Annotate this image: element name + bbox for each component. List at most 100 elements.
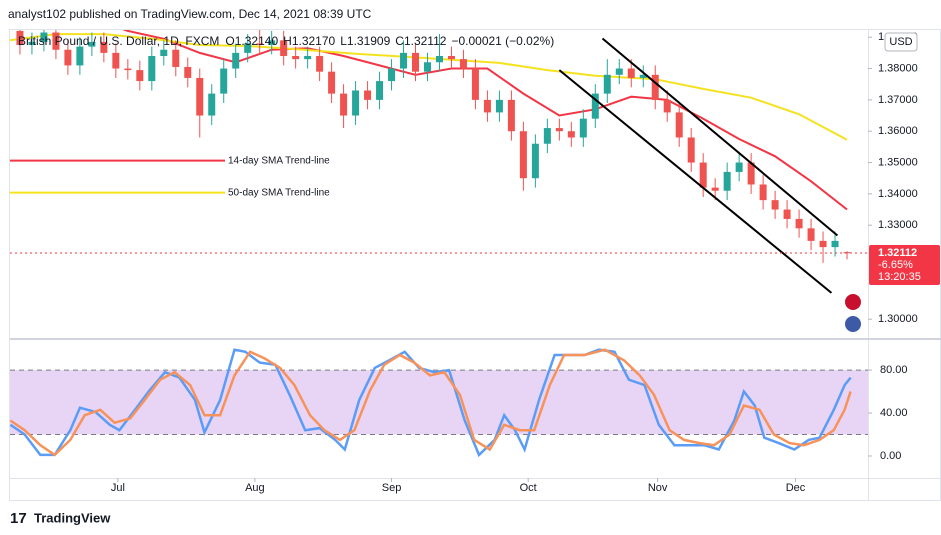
candle-body — [663, 99, 671, 113]
candle-body — [208, 93, 216, 116]
candle-body — [771, 200, 779, 210]
candle-body — [471, 68, 479, 100]
candle-body — [352, 90, 360, 116]
channel-line — [601, 37, 839, 237]
candle-body — [759, 184, 767, 201]
x-tick-label: Sep — [382, 482, 402, 494]
x-tick-label: Oct — [520, 482, 537, 494]
y-tick-label: 1.35000 — [878, 156, 918, 168]
candle-body — [76, 46, 84, 66]
x-tick-label: Nov — [648, 482, 668, 494]
symbol-title: British Pound / U.S. Dollar, 1D, FXCM — [18, 34, 219, 48]
candle-body — [567, 131, 575, 138]
candle-body — [292, 56, 300, 60]
y-tick-label: 0.00 — [880, 450, 901, 462]
candle-body — [388, 68, 396, 82]
ohlc-value: 1.32170 — [292, 34, 336, 48]
currency-box — [884, 32, 918, 52]
ohlc-key: C — [395, 34, 404, 48]
axes: 1.30000 1.33000 1.34000 1.35000 1.36000 1.370… — [111, 31, 940, 494]
candle-body — [148, 56, 156, 82]
channel-line — [558, 69, 833, 294]
candle-body — [328, 71, 336, 94]
candle-body — [376, 81, 384, 100]
candle-body — [28, 41, 36, 46]
candle-body — [268, 40, 276, 46]
candle-body — [483, 99, 491, 113]
candle-body — [364, 90, 372, 100]
ohlc-value: 1.32112 — [404, 34, 447, 48]
candle-body — [435, 56, 443, 63]
annotation: 50-day SMA Trend-line — [228, 187, 330, 198]
candle-body — [244, 43, 252, 53]
candle-body — [412, 52, 420, 72]
x-tick-label: Dec — [786, 482, 806, 494]
stochastic-line — [10, 348, 852, 457]
candle-body — [256, 43, 264, 46]
footer: 17 TradingView — [10, 510, 111, 527]
flag-usd — [843, 314, 863, 334]
stochastic-line — [10, 348, 852, 458]
symbol-legend: British Pound / U.S. Dollar, 1D, FXCM O1.… — [18, 34, 554, 48]
candle-body — [531, 143, 539, 179]
candle-body — [88, 41, 96, 47]
candle-body — [819, 240, 827, 248]
candle-body — [843, 252, 851, 254]
ohlc-value: 1.31909 — [347, 34, 391, 48]
candle-body — [783, 209, 791, 219]
candle-body — [675, 112, 683, 138]
ohlc-change: −0.00021 (−0.02%) — [451, 34, 554, 48]
candle-body — [711, 187, 719, 191]
candle-body — [400, 52, 408, 69]
stochastic-pane — [10, 348, 868, 458]
candle-body — [615, 68, 623, 75]
currency: USD — [889, 36, 912, 48]
candle-body — [124, 68, 132, 71]
candle-body — [591, 93, 599, 119]
candle-body — [64, 49, 72, 66]
candle-body — [627, 68, 635, 78]
candle-body — [136, 70, 144, 82]
logo-mark: 17 — [10, 510, 27, 527]
candle-body — [100, 41, 108, 53]
candle-body — [423, 62, 431, 72]
last-price-box — [869, 245, 940, 286]
flags — [843, 292, 863, 334]
candle-body — [40, 32, 48, 42]
candle-body — [807, 228, 815, 241]
candle-body — [723, 171, 731, 191]
candle-body — [459, 59, 467, 69]
candle-body — [747, 162, 755, 185]
x-tick-label: Jul — [111, 482, 125, 494]
candle-body — [196, 77, 204, 116]
candle-body — [699, 162, 707, 188]
candle-body — [232, 52, 240, 69]
candle-body — [172, 49, 180, 67]
ohlc-key: L — [340, 34, 347, 48]
y-tick-label: 1.38000 — [878, 62, 918, 74]
candle-body — [639, 74, 647, 78]
candle-body — [507, 99, 515, 132]
ohlc-key: H — [283, 34, 292, 48]
candle-body — [543, 128, 551, 144]
overlay: British Pound / U.S. Dollar, 1D, FXCM O1.… — [18, 34, 554, 48]
y-tick-label: 1.36000 — [878, 125, 918, 137]
candle-body — [447, 56, 455, 60]
y-tick-label: 1.33000 — [878, 219, 918, 231]
stochastic-band — [10, 370, 868, 435]
candle-body — [651, 74, 659, 100]
candle-body — [735, 162, 743, 172]
bar-countdown: 13:20:35 — [878, 271, 921, 283]
y-tick-label: 1.37000 — [878, 94, 918, 106]
brand: TradingView — [34, 510, 111, 525]
candle-body — [340, 93, 348, 116]
candle-body — [280, 40, 288, 57]
candle-body — [519, 131, 527, 179]
candle-body — [184, 66, 192, 78]
ohlc-value: 1.32140 — [235, 34, 279, 48]
candle-body — [304, 56, 312, 60]
candle-body — [495, 99, 503, 113]
y-tick-label: 40.00 — [880, 407, 908, 419]
y-tick-label: 1.34000 — [878, 188, 918, 200]
